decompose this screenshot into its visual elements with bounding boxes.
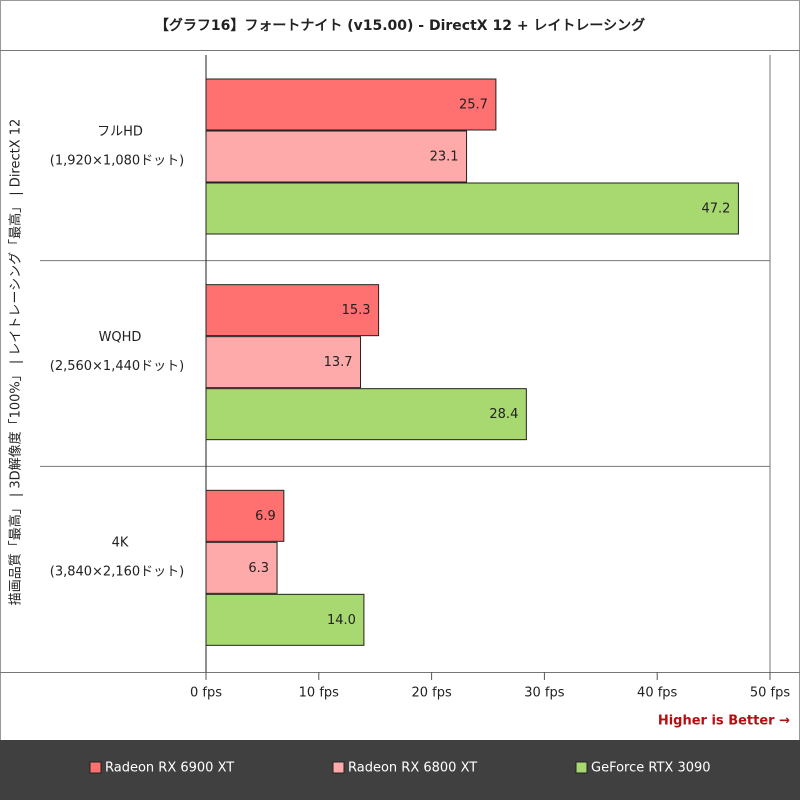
x-tick-label: 10 fps <box>299 686 340 701</box>
x-tick-label: 20 fps <box>411 686 452 701</box>
value-label: 25.7 <box>459 98 488 113</box>
bar <box>205 388 527 441</box>
legend-label: GeForce RTX 3090 <box>591 761 711 776</box>
legend-swatch <box>332 761 345 774</box>
category-label: フルHD <box>97 124 143 139</box>
value-label: 15.3 <box>342 303 371 318</box>
legend-swatch <box>575 761 588 774</box>
value-label: 6.3 <box>248 561 269 576</box>
annotation: Higher is Better → <box>658 714 790 729</box>
x-tick-label: 40 fps <box>637 686 678 701</box>
bar <box>205 284 380 337</box>
value-label: 23.1 <box>430 150 459 165</box>
category-label: WQHD <box>99 330 142 345</box>
value-label: 47.2 <box>701 202 730 217</box>
chart-title: 【グラフ16】フォートナイト (v15.00) - DirectX 12 + レ… <box>155 17 645 34</box>
value-label: 6.9 <box>255 509 276 524</box>
bar <box>205 489 285 542</box>
value-label: 28.4 <box>489 407 518 422</box>
x-tick-label: 30 fps <box>524 686 565 701</box>
category-label: 4K <box>112 536 129 551</box>
bar <box>205 182 739 235</box>
y-axis-label: 描画品質「最高」 | 3D解像度「100%」 | レイトレーシング「最高」 | … <box>8 119 24 606</box>
legend-label: Radeon RX 6800 XT <box>348 761 477 776</box>
category-sublabel: (2,560×1,440ドット) <box>50 359 184 374</box>
legend-swatch <box>89 761 102 774</box>
value-label: 13.7 <box>324 355 353 370</box>
category-sublabel: (1,920×1,080ドット) <box>50 153 184 168</box>
bar <box>205 336 362 389</box>
bar <box>205 130 468 183</box>
legend-label: Radeon RX 6900 XT <box>105 761 234 776</box>
bar <box>205 78 497 131</box>
value-label: 14.0 <box>327 613 356 628</box>
x-tick-label: 0 fps <box>190 686 222 701</box>
x-tick-label: 50 fps <box>750 686 791 701</box>
category-sublabel: (3,840×2,160ドット) <box>50 565 184 580</box>
legend-band <box>0 740 800 800</box>
